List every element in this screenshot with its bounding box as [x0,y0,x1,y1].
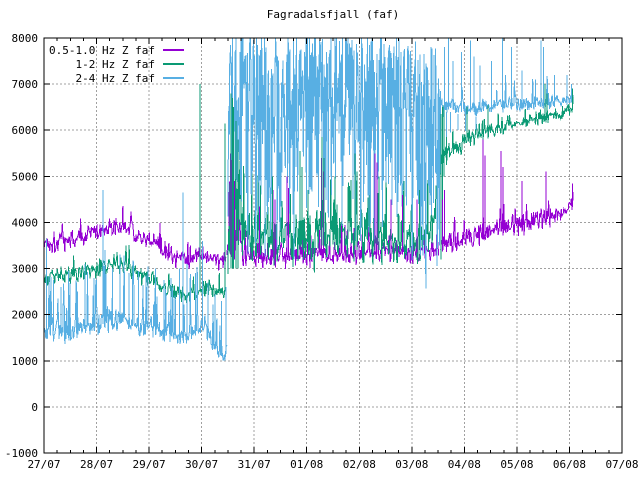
legend-label: 1-2 Hz Z faf [76,58,155,71]
y-tick-label: 6000 [12,124,39,137]
x-tick-label: 01/08 [290,458,323,471]
x-tick-label: 05/08 [500,458,533,471]
y-tick-label: 8000 [12,32,39,45]
y-tick-label: 0 [31,401,38,414]
chart-title: Fagradalsfjall (faf) [267,8,399,21]
axis-tick-labels: -1000 0 1000 2000 3000 4000 5000 6000 7000 8000 27… [5,32,639,471]
x-tick-label: 28/07 [80,458,113,471]
series-path-0 [43,181,574,272]
series-spikes-1 [199,84,574,292]
x-tick-label: 27/07 [27,458,60,471]
series-path-2 [43,37,574,361]
y-tick-label: -1000 [5,447,38,460]
x-tick-label: 07/08 [605,458,638,471]
y-tick-label: 7000 [12,78,39,91]
y-tick-label: 4000 [12,216,39,229]
axis-ticks [43,37,623,454]
y-tick-label: 5000 [12,170,39,183]
spike-layer [46,38,574,357]
series-layer [43,37,574,361]
x-tick-label: 06/08 [553,458,586,471]
x-tick-label: 29/07 [133,458,166,471]
legend-label: 2-4 Hz Z faf [76,72,155,85]
y-tick-label: 3000 [12,263,39,276]
x-tick-label: 31/07 [238,458,271,471]
series-spikes-2 [46,38,573,357]
x-tick-label: 02/08 [343,458,376,471]
x-tick-label: 30/07 [185,458,218,471]
y-tick-label: 1000 [12,355,39,368]
y-tick-label: 2000 [12,309,39,322]
legend-label: 0.5-1.0 Hz Z faf [49,44,155,57]
x-tick-label: 03/08 [395,458,428,471]
x-tick-label: 04/08 [448,458,481,471]
